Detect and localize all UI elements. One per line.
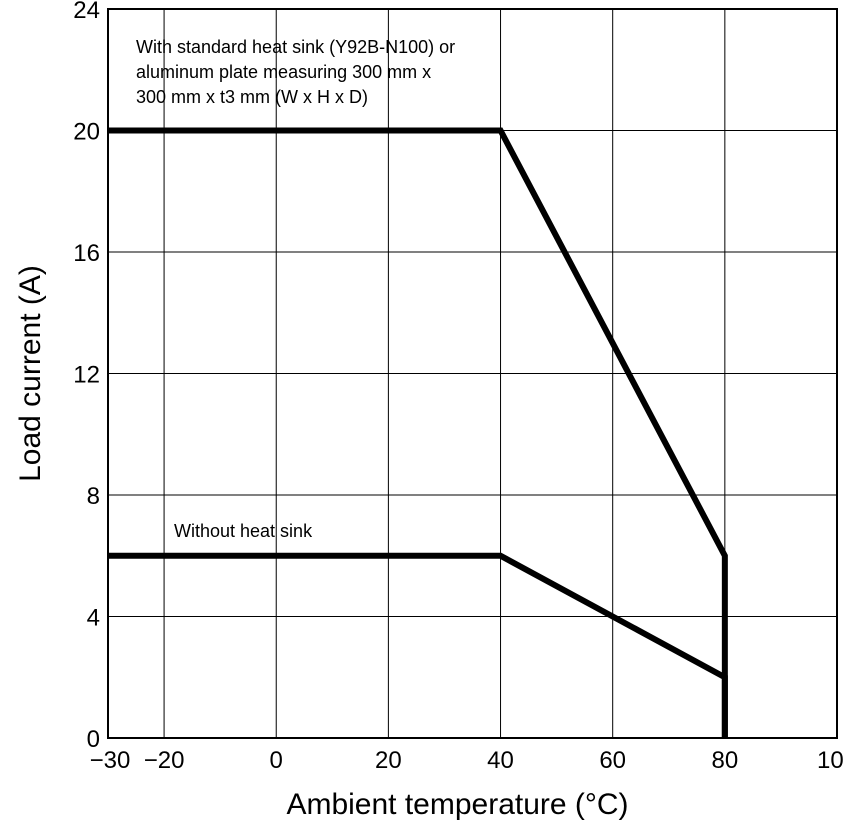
x-tick-label: 60 bbox=[599, 747, 626, 774]
y-tick-label: 16 bbox=[73, 240, 100, 267]
series-lines bbox=[108, 127, 728, 738]
x-axis-title: Ambient temperature (°C) bbox=[286, 788, 628, 821]
y-tick-label: 20 bbox=[73, 119, 100, 146]
x-tick-label: 20 bbox=[375, 747, 402, 774]
y-tick-label: 8 bbox=[87, 483, 100, 510]
annotation-with-heat-sink: aluminum plate measuring 300 mm x bbox=[136, 62, 431, 82]
y-axis-title: Load current (A) bbox=[14, 265, 47, 482]
series-line-without-heat-sink bbox=[108, 552, 728, 738]
annotation-without-heat-sink: Without heat sink bbox=[174, 521, 313, 541]
y-tick-label: 4 bbox=[87, 605, 100, 632]
x-tick-label: 0 bbox=[270, 747, 283, 774]
plot-area-frame bbox=[107, 8, 838, 739]
x-tick-label: 100 bbox=[817, 747, 843, 774]
series-line-with-heat-sink bbox=[108, 127, 728, 738]
x-tick-label: −30 bbox=[90, 747, 131, 774]
annotation-with-heat-sink: With standard heat sink (Y92B-N100) or bbox=[136, 37, 455, 57]
x-tick-label: 40 bbox=[487, 747, 514, 774]
x-tick-label: 80 bbox=[711, 747, 738, 774]
y-axis-tick-labels: 0 4 8 12 16 20 24 bbox=[73, 0, 100, 753]
x-axis-tick-labels: −30 −20 0 20 40 60 80 100 bbox=[90, 747, 843, 774]
y-tick-label: 12 bbox=[73, 362, 100, 389]
x-tick-label: −20 bbox=[144, 747, 185, 774]
y-tick-label: 24 bbox=[73, 0, 100, 24]
y-tick-label: 0 bbox=[87, 726, 100, 753]
annotation-with-heat-sink: 300 mm x t3 mm (W x H x D) bbox=[136, 87, 368, 107]
annotations: With standard heat sink (Y92B-N100) or al… bbox=[136, 37, 455, 541]
